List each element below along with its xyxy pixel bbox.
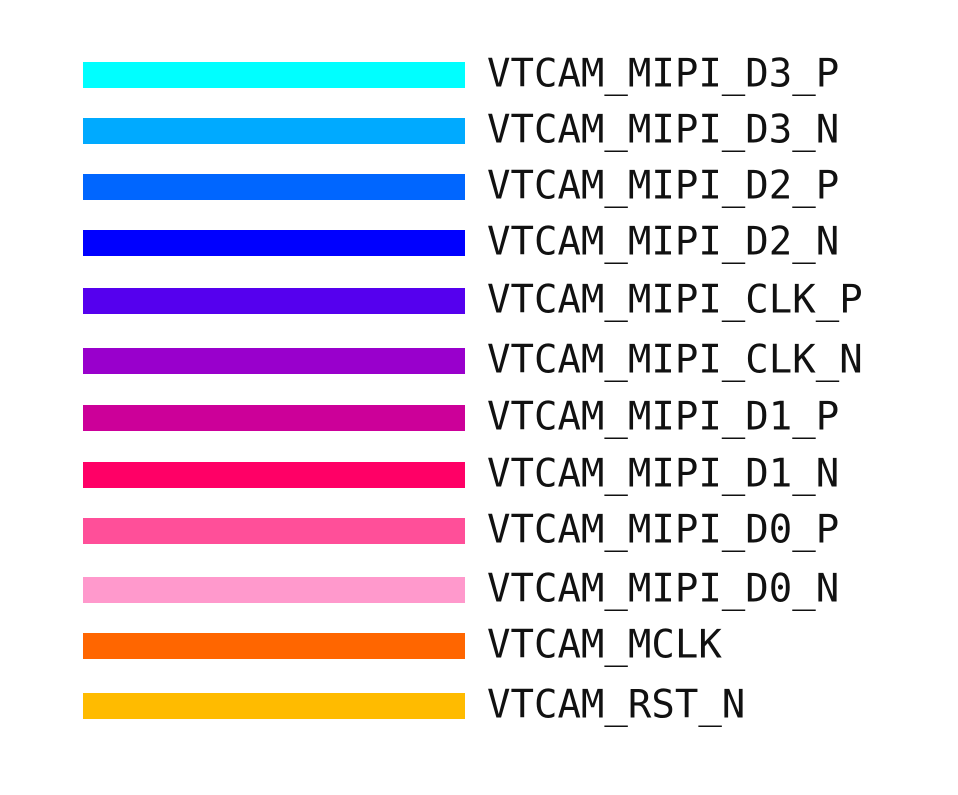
color-swatch	[83, 693, 465, 719]
signal-label: VTCAM_MIPI_CLK_N	[487, 338, 863, 383]
color-swatch	[83, 405, 465, 431]
color-swatch	[83, 348, 465, 374]
signal-label: VTCAM_RST_N	[487, 683, 745, 728]
signal-label: VTCAM_MIPI_D3_N	[487, 108, 839, 153]
signal-label: VTCAM_MCLK	[487, 623, 722, 668]
color-swatch	[83, 577, 465, 603]
signal-label: VTCAM_MIPI_CLK_P	[487, 278, 863, 323]
signal-label: VTCAM_MIPI_D3_P	[487, 52, 839, 97]
signal-label: VTCAM_MIPI_D0_N	[487, 567, 839, 612]
color-swatch	[83, 288, 465, 314]
signal-label: VTCAM_MIPI_D1_P	[487, 395, 839, 440]
color-swatch	[83, 62, 465, 88]
color-swatch	[83, 174, 465, 200]
signal-label: VTCAM_MIPI_D2_P	[487, 164, 839, 209]
signal-label: VTCAM_MIPI_D2_N	[487, 220, 839, 265]
signal-label: VTCAM_MIPI_D1_N	[487, 452, 839, 497]
color-swatch	[83, 633, 465, 659]
color-swatch	[83, 518, 465, 544]
signal-label: VTCAM_MIPI_D0_P	[487, 508, 839, 553]
color-swatch	[83, 462, 465, 488]
color-swatch	[83, 118, 465, 144]
color-swatch	[83, 230, 465, 256]
